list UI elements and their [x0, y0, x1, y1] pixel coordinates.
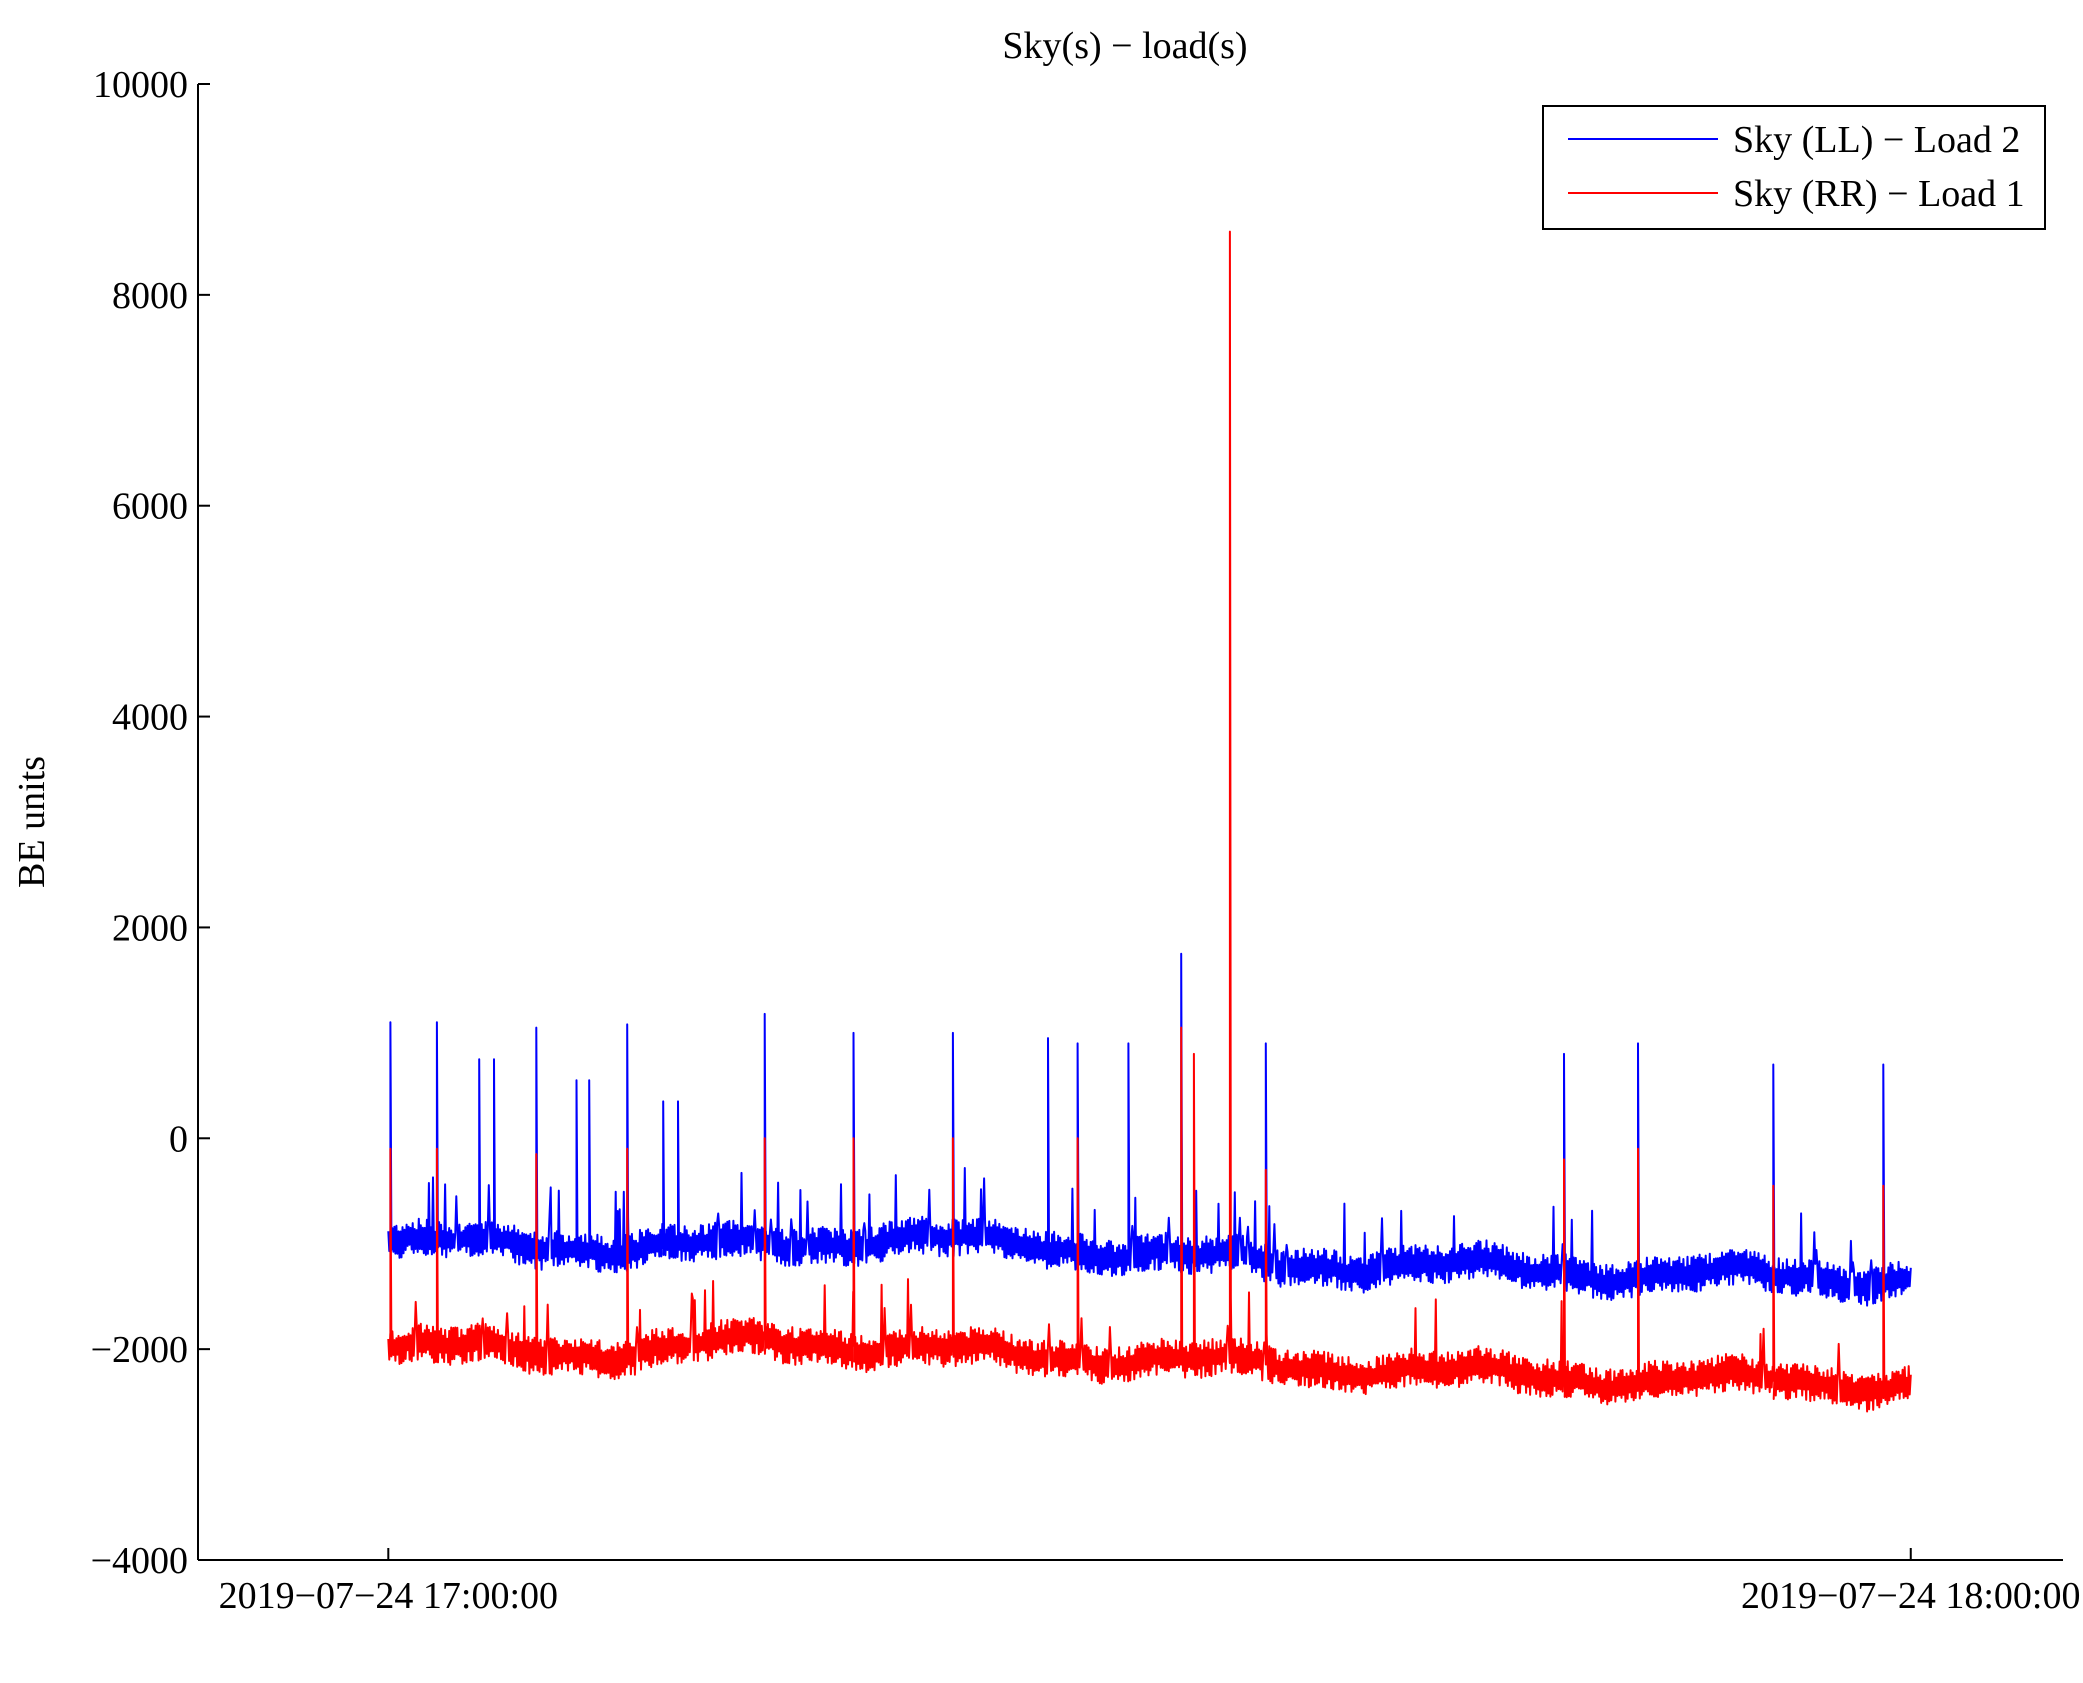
x-axis-ticks: 2019−07−24 17:00:00 2019−07−24 18:00:00: [219, 1548, 2080, 1617]
series-line-0: [387, 952, 1912, 1307]
legend-label-sky-ll: Sky (LL) − Load 2: [1733, 119, 2020, 161]
legend-box: [1542, 105, 2046, 230]
y-tick-label: −2000: [91, 1329, 188, 1371]
y-tick-label: 2000: [112, 907, 188, 949]
legend: Sky (LL) − Load 2 Sky (RR) − Load 1: [1542, 105, 2046, 230]
legend-label-sky-rr: Sky (RR) − Load 1: [1733, 173, 2025, 215]
y-tick-label: 0: [169, 1118, 188, 1160]
y-axis-label: BE units: [11, 756, 53, 888]
y-tick-label: 10000: [93, 64, 188, 106]
y-tick-label: 4000: [112, 697, 188, 739]
y-tick-label: −4000: [91, 1540, 188, 1582]
x-tick-label: 2019−07−24 18:00:00: [1741, 1575, 2080, 1617]
plot-series: [387, 230, 1912, 1413]
series-line-1: [387, 230, 1912, 1413]
x-tick-label: 2019−07−24 17:00:00: [219, 1575, 558, 1617]
y-axis-ticks: −4000 −2000 0 2000 4000 6000 8000 10000: [91, 64, 210, 1582]
y-tick-label: 6000: [112, 486, 188, 528]
chart-title: Sky(s) − load(s): [1002, 25, 1247, 67]
y-tick-label: 8000: [112, 275, 188, 317]
